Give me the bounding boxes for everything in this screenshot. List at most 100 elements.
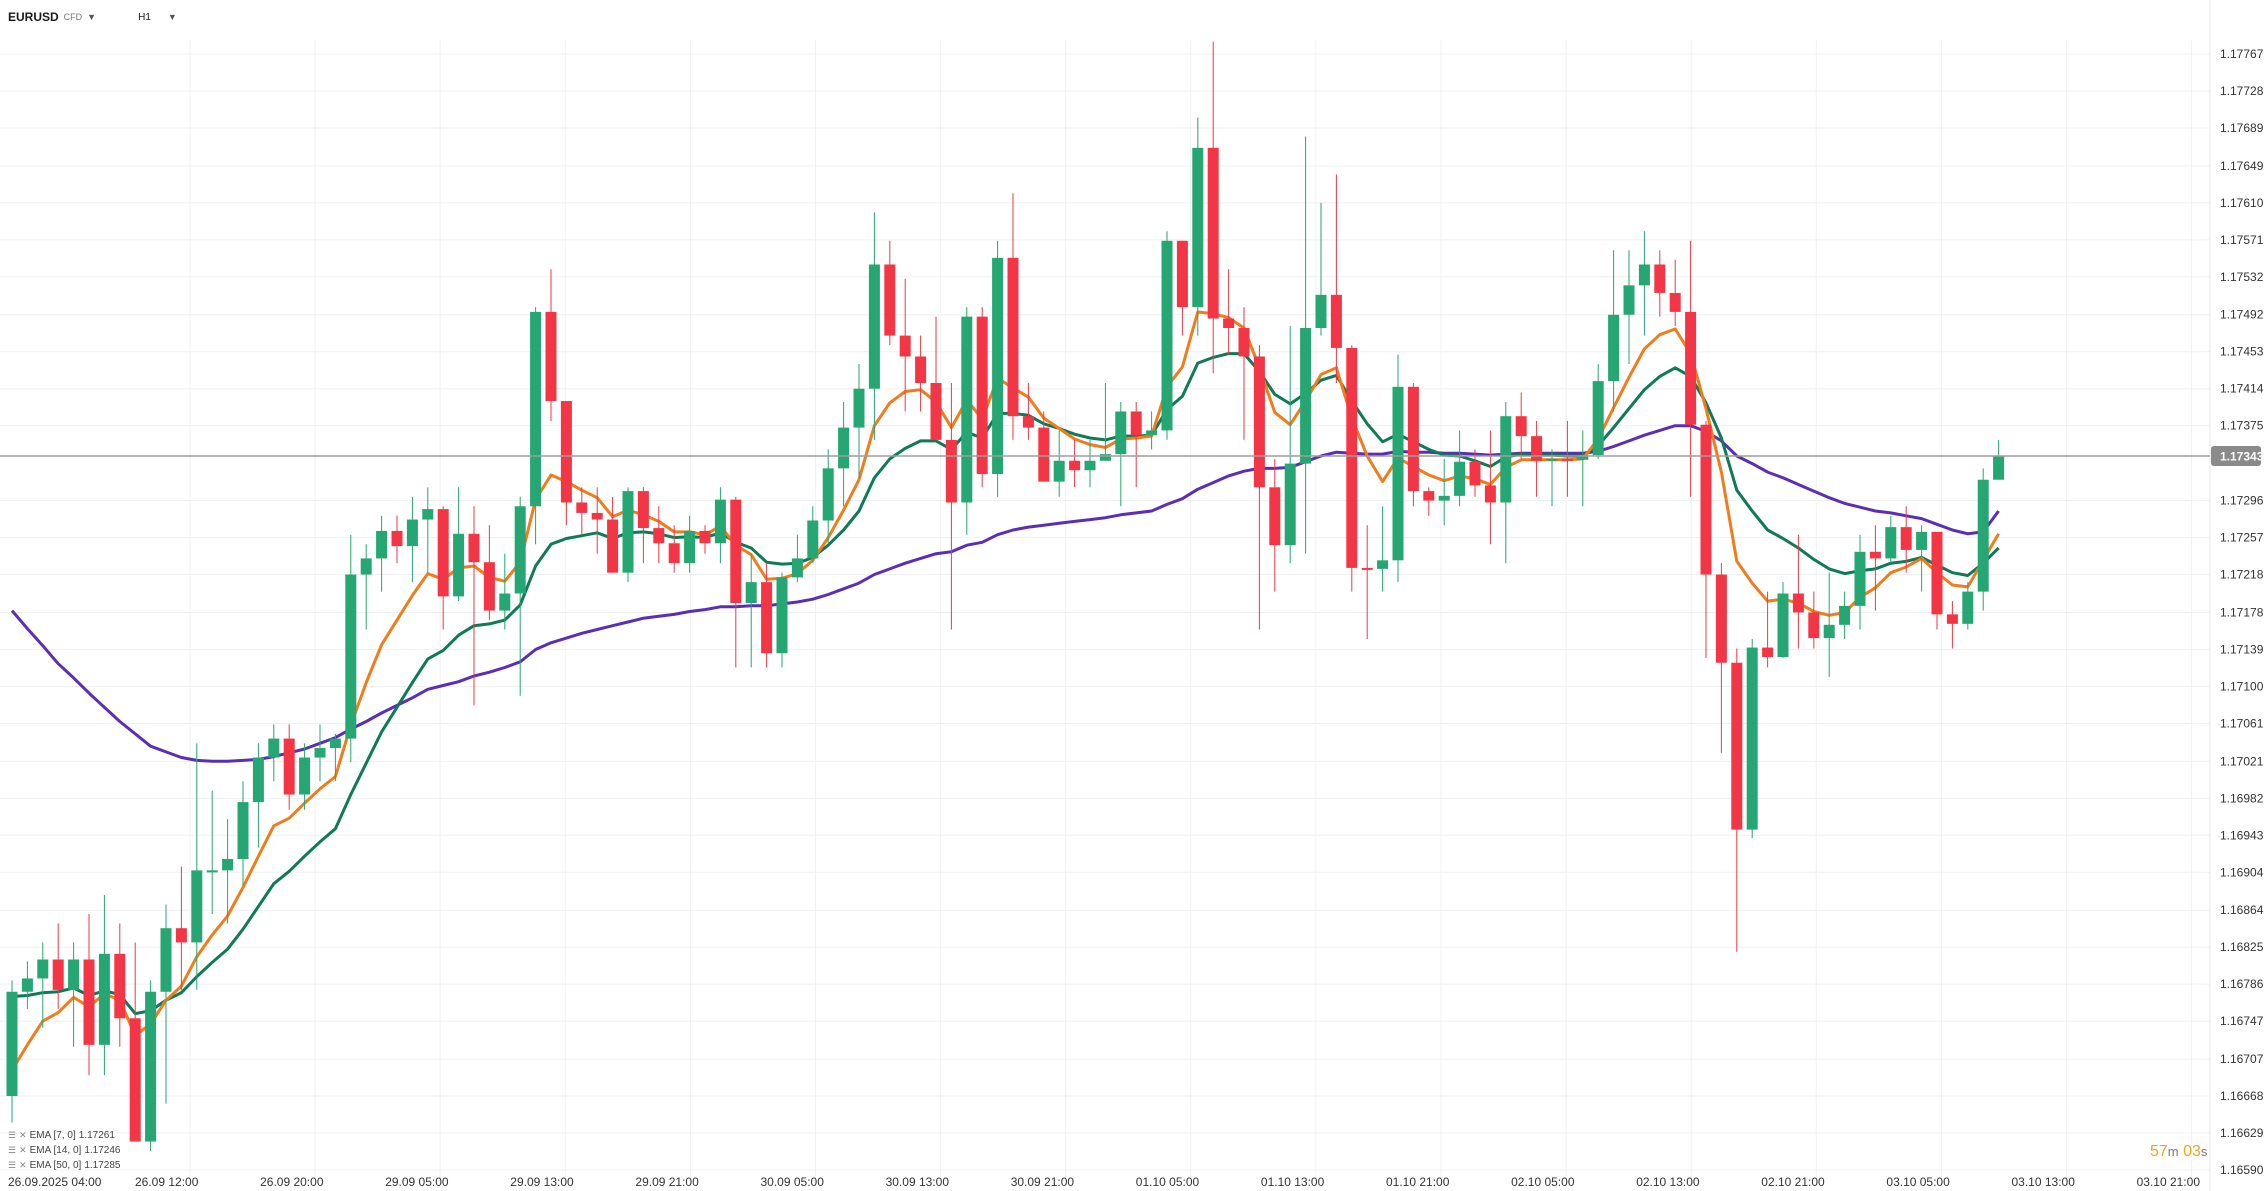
time-tick-label: 30.09 21:00 bbox=[1011, 1175, 1075, 1189]
price-tick-label: 1.17178 bbox=[2220, 605, 2264, 619]
price-tick-label: 1.16982 bbox=[2220, 791, 2264, 805]
bearish-candle-body bbox=[560, 401, 572, 503]
bullish-candle-body bbox=[1623, 285, 1635, 315]
time-tick-label: 01.10 13:00 bbox=[1261, 1175, 1325, 1189]
list-icon[interactable]: ☰ bbox=[8, 1130, 17, 1140]
bearish-candle-body bbox=[1238, 328, 1250, 357]
price-tick-label: 1.17218 bbox=[2220, 568, 2264, 582]
price-axis: 1.17767 1.17728 1.17689 1.17649 1.17610 1.175… bbox=[2211, 47, 2264, 1177]
price-tick-label: 1.17100 bbox=[2220, 679, 2264, 693]
legend-item-ema7[interactable]: ☰ ✕ EMA [7, 0] 1.17261 bbox=[8, 1128, 120, 1143]
bearish-candle-body bbox=[637, 491, 649, 529]
bullish-candle-body bbox=[360, 558, 372, 575]
price-tick-label: 1.16629 bbox=[2220, 1126, 2264, 1140]
bullish-candle-body bbox=[1977, 479, 1989, 592]
bullish-candle-body bbox=[1577, 455, 1589, 460]
bullish-candle-body bbox=[1161, 240, 1173, 431]
bearish-candle-body bbox=[1669, 292, 1681, 312]
bearish-candle-body bbox=[591, 512, 603, 520]
symbol-selector[interactable]: EURUSD CFD ▼ bbox=[0, 10, 104, 24]
bullish-candle-body bbox=[1885, 527, 1897, 559]
bearish-candle-body bbox=[483, 562, 495, 611]
time-tick-label: 26.09 12:00 bbox=[135, 1175, 199, 1189]
bearish-candle-body bbox=[1531, 436, 1543, 461]
time-tick-label: 30.09 05:00 bbox=[761, 1175, 825, 1189]
bullish-candle-body bbox=[714, 499, 726, 544]
bullish-candle-body bbox=[1084, 460, 1096, 471]
time-tick-label: 29.09 05:00 bbox=[385, 1175, 449, 1189]
price-tick-label: 1.17257 bbox=[2220, 531, 2264, 545]
bearish-candle-body bbox=[545, 311, 557, 402]
bullish-candle-body bbox=[1916, 531, 1928, 550]
bullish-candle-body bbox=[992, 257, 1004, 475]
price-tick-label: 1.17492 bbox=[2220, 308, 2264, 322]
timeframe-selector[interactable]: H1 ▼ bbox=[130, 12, 185, 23]
bullish-candle-body bbox=[822, 468, 834, 521]
bearish-candle-body bbox=[1253, 356, 1265, 488]
bullish-candle-body bbox=[1993, 456, 2005, 480]
time-tick-label: 29.09 13:00 bbox=[510, 1175, 574, 1189]
bullish-candle-body bbox=[1854, 551, 1866, 606]
ema-7-line bbox=[10, 310, 2000, 1072]
time-tick-label: 30.09 13:00 bbox=[886, 1175, 950, 1189]
time-tick-label: 26.09 20:00 bbox=[260, 1175, 324, 1189]
price-tick-label: 1.16786 bbox=[2220, 977, 2264, 991]
time-tick-label: 03.10 21:00 bbox=[2137, 1175, 2201, 1189]
bearish-candle-body bbox=[699, 530, 711, 544]
indicator-legend: ☰ ✕ EMA [7, 0] 1.17261 ☰ ✕ EMA [14, 0] 1… bbox=[8, 1128, 120, 1173]
bearish-candle-body bbox=[607, 519, 619, 573]
bullish-candle-body bbox=[514, 506, 526, 594]
bearish-candle-body bbox=[1330, 294, 1342, 348]
bullish-candle-body bbox=[206, 870, 218, 873]
bullish-candle-body bbox=[422, 509, 434, 520]
time-tick-label: 29.09 21:00 bbox=[635, 1175, 699, 1189]
bullish-candle-body bbox=[1146, 430, 1158, 436]
legend-item-ema50[interactable]: ☰ ✕ EMA [50, 0] 1.17285 bbox=[8, 1158, 120, 1173]
time-tick-label: 26.09.2025 04:00 bbox=[8, 1175, 102, 1189]
close-icon[interactable]: ✕ bbox=[19, 1130, 27, 1140]
bullish-candle-body bbox=[1608, 314, 1620, 382]
price-tick-label: 1.17139 bbox=[2220, 642, 2264, 656]
bullish-candle-body bbox=[1454, 461, 1466, 496]
bullish-candle-body bbox=[1377, 560, 1389, 569]
bearish-candle-body bbox=[1792, 593, 1804, 613]
bullish-candle-body bbox=[1546, 458, 1558, 461]
close-icon[interactable]: ✕ bbox=[19, 1160, 27, 1170]
bullish-candle-body bbox=[376, 530, 388, 559]
price-tick-label: 1.17610 bbox=[2220, 196, 2264, 210]
price-tick-label: 1.17689 bbox=[2220, 121, 2264, 135]
time-tick-label: 03.10 13:00 bbox=[2012, 1175, 2076, 1189]
countdown-seconds-unit: s bbox=[2200, 1144, 2208, 1159]
symbol-label: EURUSD bbox=[8, 10, 59, 24]
bullish-candle-body bbox=[961, 316, 973, 503]
price-tick-label: 1.17021 bbox=[2220, 754, 2264, 768]
list-icon[interactable]: ☰ bbox=[8, 1160, 17, 1170]
bullish-candle-body bbox=[145, 991, 157, 1142]
bullish-candle-body bbox=[191, 870, 203, 943]
bearish-candle-body bbox=[976, 316, 988, 475]
bullish-candle-body bbox=[745, 582, 757, 603]
legend-item-ema14[interactable]: ☰ ✕ EMA [14, 0] 1.17246 bbox=[8, 1143, 120, 1158]
price-tick-label: 1.17296 bbox=[2220, 494, 2264, 508]
ema-50-series-line bbox=[10, 424, 2000, 763]
time-tick-label: 01.10 21:00 bbox=[1386, 1175, 1450, 1189]
list-icon[interactable]: ☰ bbox=[8, 1145, 17, 1155]
price-tick-label: 1.17728 bbox=[2220, 84, 2264, 98]
bullish-candle-body bbox=[314, 748, 326, 758]
bullish-candle-body bbox=[1746, 647, 1758, 830]
price-tick-label: 1.17571 bbox=[2220, 233, 2264, 247]
bullish-candle-body bbox=[252, 757, 264, 803]
bullish-candle-body bbox=[1284, 463, 1296, 546]
bullish-candle-body bbox=[1777, 593, 1789, 658]
bullish-candle-body bbox=[1053, 460, 1065, 482]
close-icon[interactable]: ✕ bbox=[19, 1145, 27, 1155]
price-tick-label: 1.16747 bbox=[2220, 1014, 2264, 1028]
price-tick-label: 1.17532 bbox=[2220, 270, 2264, 284]
bullish-candle-body bbox=[1638, 264, 1650, 286]
bearish-candle-body bbox=[1007, 257, 1019, 417]
time-tick-label: 01.10 05:00 bbox=[1136, 1175, 1200, 1189]
bearish-candle-body bbox=[1700, 424, 1712, 575]
caret-down-icon: ▼ bbox=[167, 12, 177, 22]
bullish-candle-body bbox=[68, 959, 80, 990]
